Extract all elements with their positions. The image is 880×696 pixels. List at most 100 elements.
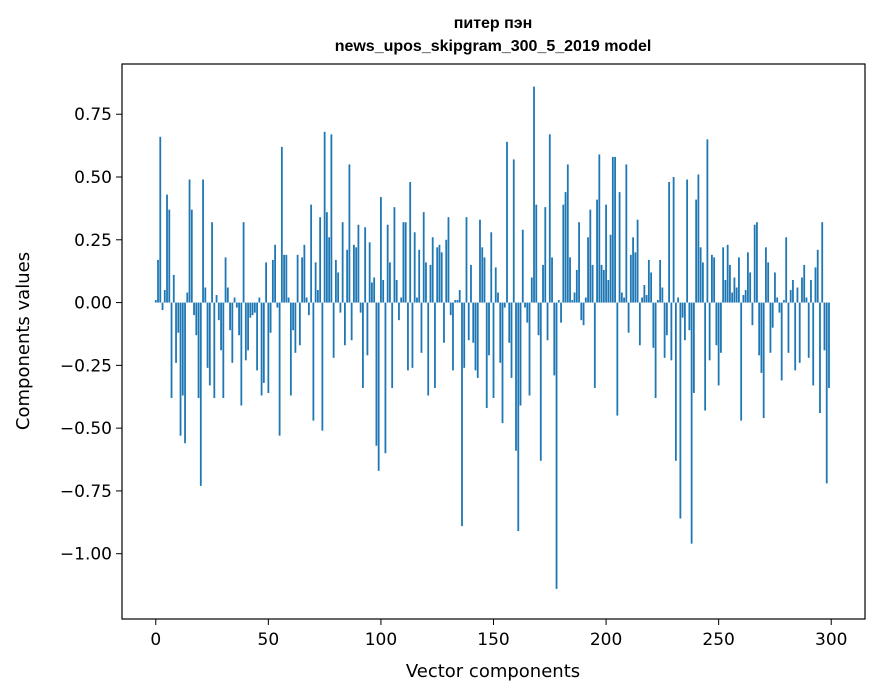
bar xyxy=(569,257,571,303)
bar xyxy=(580,302,583,321)
bar xyxy=(211,222,213,303)
bar xyxy=(771,302,774,328)
bar xyxy=(767,262,770,303)
bar xyxy=(166,194,168,303)
bar xyxy=(796,287,799,303)
bar xyxy=(756,222,758,303)
bar xyxy=(447,217,450,303)
y-tick-label: 0.75 xyxy=(74,105,112,125)
bar xyxy=(692,302,695,393)
bar xyxy=(751,302,754,326)
bar xyxy=(312,302,315,421)
x-tick-label: 250 xyxy=(702,630,734,650)
bar xyxy=(476,302,479,378)
y-tick-label: −0.25 xyxy=(60,356,112,376)
y-tick-label: −1.00 xyxy=(60,545,112,565)
bar xyxy=(233,297,236,303)
bar xyxy=(758,302,761,356)
bar xyxy=(729,264,731,303)
bar xyxy=(262,302,265,383)
bar xyxy=(420,302,423,353)
bar xyxy=(744,290,747,303)
bar xyxy=(600,264,603,303)
chart-title: питер пэн xyxy=(454,15,533,32)
bar xyxy=(769,302,772,353)
y-tick-label: −0.75 xyxy=(60,482,112,502)
bar xyxy=(364,227,367,303)
bar xyxy=(350,302,353,341)
bar xyxy=(427,302,430,396)
bar xyxy=(389,262,391,303)
bar xyxy=(316,290,319,303)
bar xyxy=(510,302,513,378)
bar xyxy=(253,302,256,313)
bar xyxy=(168,209,171,303)
bar xyxy=(774,272,776,303)
bar xyxy=(303,244,306,303)
bar xyxy=(749,272,752,303)
bar xyxy=(792,279,794,303)
bar xyxy=(202,179,204,303)
bar xyxy=(596,199,598,303)
bar xyxy=(803,264,806,303)
bar xyxy=(506,141,508,303)
bar xyxy=(463,302,466,368)
bar xyxy=(535,204,538,303)
bar xyxy=(650,272,653,303)
bar xyxy=(814,267,817,303)
bar xyxy=(346,249,349,303)
bar xyxy=(474,302,477,371)
bar xyxy=(260,302,263,396)
bar xyxy=(314,262,317,303)
bar xyxy=(179,302,182,436)
bar xyxy=(517,302,520,532)
bar xyxy=(607,279,610,303)
bar xyxy=(181,302,184,396)
bar xyxy=(591,264,594,303)
bar xyxy=(521,229,524,303)
bar xyxy=(425,262,427,303)
bar xyxy=(422,212,425,303)
bar xyxy=(289,302,292,396)
bar xyxy=(274,244,276,303)
bar xyxy=(341,222,344,303)
bar xyxy=(501,302,504,424)
bar xyxy=(524,302,526,308)
bar xyxy=(776,297,779,303)
bar xyxy=(157,259,159,303)
bar xyxy=(643,285,646,303)
chart-subtitle: news_upos_skipgram_300_5_2019 model xyxy=(335,38,652,55)
bar xyxy=(503,302,506,308)
bar xyxy=(587,237,589,303)
bar xyxy=(382,279,385,303)
bar xyxy=(616,302,619,416)
bar xyxy=(161,302,164,311)
bar xyxy=(429,264,432,303)
bar xyxy=(670,302,673,361)
bar xyxy=(681,302,684,318)
bar xyxy=(339,302,342,313)
bar xyxy=(598,154,601,303)
bar xyxy=(614,156,616,303)
bar xyxy=(654,302,657,398)
bar xyxy=(398,302,400,321)
bar xyxy=(679,302,682,519)
bar xyxy=(548,134,551,303)
bar xyxy=(298,302,301,346)
bar xyxy=(645,295,648,303)
bar xyxy=(546,302,549,341)
bar xyxy=(485,302,488,409)
bar xyxy=(494,267,497,303)
bar xyxy=(307,302,310,316)
bar xyxy=(258,297,261,303)
bar xyxy=(787,302,790,353)
y-axis-label: Components values xyxy=(13,252,34,430)
bar xyxy=(472,302,475,343)
bar xyxy=(659,259,662,303)
bar xyxy=(359,302,362,313)
bar xyxy=(715,302,718,346)
bar xyxy=(765,247,767,303)
bar xyxy=(407,302,409,371)
bar xyxy=(377,302,380,471)
